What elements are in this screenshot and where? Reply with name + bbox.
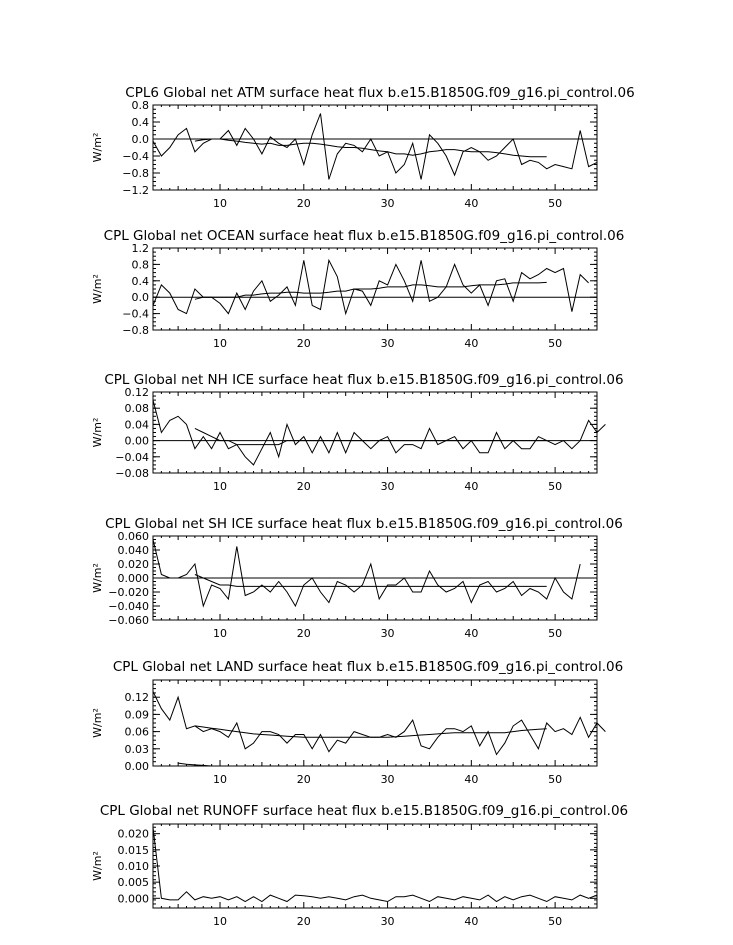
x-tick-label: 20 — [297, 627, 311, 640]
y-tick-label: −0.4 — [122, 308, 149, 321]
y-tick-label: 0.0 — [132, 291, 150, 304]
y-tick-label: 0.09 — [125, 708, 150, 721]
y-tick-label: −0.04 — [115, 451, 149, 464]
x-tick-label: 10 — [213, 915, 227, 928]
series-line-running-mean — [194, 574, 547, 587]
series-line-running-mean — [194, 725, 547, 738]
x-tick-label: 30 — [381, 480, 395, 493]
y-axis-label: W/m² — [91, 274, 104, 304]
y-tick-label: 0.4 — [132, 116, 150, 129]
y-tick-label: −0.08 — [115, 467, 149, 480]
y-axis-label: W/m² — [91, 563, 104, 593]
panel-title: CPL Global net RUNOFF surface heat flux … — [100, 803, 628, 819]
x-tick-label: 30 — [381, 627, 395, 640]
x-tick-label: 50 — [548, 197, 562, 210]
panel-runoff: CPL Global net RUNOFF surface heat flux … — [91, 803, 628, 928]
series-line-annual — [152, 113, 598, 180]
x-tick-label: 50 — [548, 480, 562, 493]
y-axis-label: W/m² — [91, 133, 104, 163]
y-axis-label: W/m² — [91, 851, 104, 881]
y-tick-label: −0.8 — [122, 324, 149, 337]
x-tick-label: 10 — [213, 773, 227, 786]
y-tick-label: −0.4 — [122, 150, 149, 163]
y-tick-label: 0.040 — [118, 544, 150, 557]
y-tick-label: 0.0 — [132, 133, 150, 146]
y-tick-label: 0.08 — [125, 402, 150, 415]
y-tick-label: −0.020 — [108, 586, 149, 599]
y-tick-label: 0.060 — [118, 530, 150, 543]
panel-title: CPL6 Global net ATM surface heat flux b.… — [125, 85, 634, 101]
y-tick-label: 0.06 — [125, 726, 150, 739]
series-line-running-mean — [178, 762, 212, 767]
y-tick-label: 0.015 — [118, 844, 150, 857]
x-tick-label: 10 — [213, 197, 227, 210]
x-tick-label: 30 — [381, 773, 395, 786]
panel-title: CPL Global net SH ICE surface heat flux … — [105, 516, 623, 532]
x-tick-label: 20 — [297, 197, 311, 210]
y-tick-label: 0.12 — [125, 386, 150, 399]
x-tick-label: 20 — [297, 915, 311, 928]
x-tick-label: 40 — [464, 627, 478, 640]
y-tick-label: 0.005 — [118, 876, 150, 889]
y-tick-label: 0.00 — [125, 435, 150, 448]
series-line-annual — [152, 827, 598, 903]
panel-title: CPL Global net NH ICE surface heat flux … — [104, 372, 623, 388]
y-tick-label: 0.020 — [118, 828, 150, 841]
x-tick-label: 40 — [464, 773, 478, 786]
panel-ocean: CPL Global net OCEAN surface heat flux b… — [91, 228, 624, 350]
x-tick-label: 40 — [464, 915, 478, 928]
series-line-annual — [152, 258, 589, 316]
x-tick-label: 50 — [548, 915, 562, 928]
x-tick-label: 50 — [548, 337, 562, 350]
x-tick-label: 40 — [464, 197, 478, 210]
y-tick-label: 0.12 — [125, 691, 150, 704]
y-tick-label: 0.020 — [118, 558, 150, 571]
x-tick-label: 40 — [464, 337, 478, 350]
panel-nh-ice: CPL Global net NH ICE surface heat flux … — [91, 372, 624, 493]
y-tick-label: 0.000 — [118, 892, 150, 905]
x-tick-label: 20 — [297, 480, 311, 493]
x-tick-label: 10 — [213, 480, 227, 493]
series-line-annual — [152, 539, 581, 608]
y-tick-label: −1.2 — [122, 184, 149, 197]
y-tick-label: 0.8 — [132, 99, 150, 112]
plot-frame — [152, 679, 598, 767]
y-tick-label: 0.03 — [125, 743, 150, 756]
series-line-running-mean — [194, 427, 547, 446]
x-tick-label: 20 — [297, 337, 311, 350]
series-line-running-mean — [194, 281, 547, 300]
x-tick-label: 30 — [381, 337, 395, 350]
y-tick-label: 0.4 — [132, 275, 150, 288]
panel-sh-ice: CPL Global net SH ICE surface heat flux … — [91, 516, 623, 640]
y-tick-label: 0.8 — [132, 258, 150, 271]
panel-atm: CPL6 Global net ATM surface heat flux b.… — [91, 85, 635, 210]
series-line-annual — [152, 691, 606, 756]
x-tick-label: 20 — [297, 773, 311, 786]
panel-title: CPL Global net OCEAN surface heat flux b… — [104, 228, 625, 244]
y-tick-label: 0.010 — [118, 860, 150, 873]
x-tick-label: 10 — [213, 337, 227, 350]
y-tick-label: 0.00 — [125, 760, 150, 773]
y-tick-label: 0.000 — [118, 572, 150, 585]
x-tick-label: 40 — [464, 480, 478, 493]
y-tick-label: −0.8 — [122, 167, 149, 180]
x-tick-label: 50 — [548, 773, 562, 786]
y-axis-label: W/m² — [91, 418, 104, 448]
series-line-annual — [152, 399, 606, 466]
y-tick-label: 0.04 — [125, 418, 150, 431]
x-tick-label: 10 — [213, 627, 227, 640]
series-line-running-mean — [194, 138, 547, 158]
x-tick-label: 30 — [381, 915, 395, 928]
y-tick-label: −0.040 — [108, 600, 149, 613]
panel-land: CPL Global net LAND surface heat flux b.… — [91, 659, 623, 786]
panel-title: CPL Global net LAND surface heat flux b.… — [113, 659, 623, 675]
y-tick-label: 1.2 — [132, 242, 150, 255]
y-tick-label: −0.060 — [108, 614, 149, 627]
x-tick-label: 30 — [381, 197, 395, 210]
x-tick-label: 50 — [548, 627, 562, 640]
y-axis-label: W/m² — [91, 708, 104, 738]
